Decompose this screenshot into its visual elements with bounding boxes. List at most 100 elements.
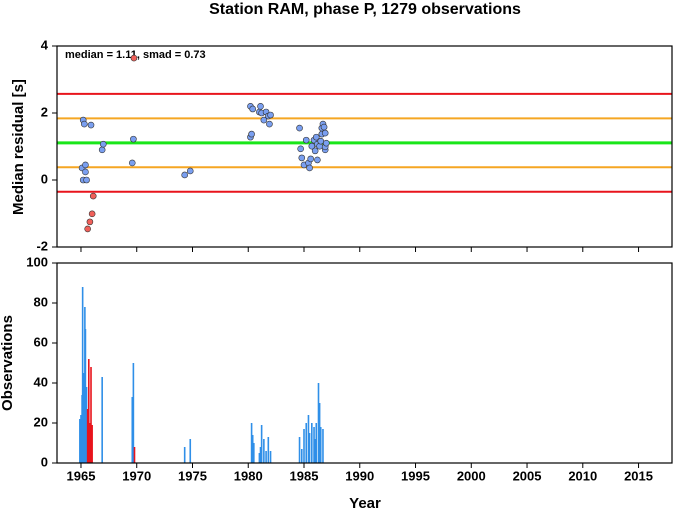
bar bbox=[91, 425, 93, 463]
point bbox=[86, 218, 94, 226]
point bbox=[82, 161, 89, 169]
point bbox=[317, 137, 325, 145]
bar bbox=[89, 423, 91, 463]
y-axis-label: Median residual [s] bbox=[10, 79, 27, 215]
x-tick-label: 1990 bbox=[345, 468, 374, 483]
bar bbox=[315, 423, 318, 463]
point bbox=[99, 140, 107, 148]
bar bbox=[269, 451, 272, 463]
bar bbox=[259, 447, 262, 463]
y-tick-label: 80 bbox=[34, 294, 48, 309]
bar bbox=[101, 377, 103, 463]
point bbox=[260, 116, 268, 124]
y-tick-label: 40 bbox=[34, 374, 48, 389]
point bbox=[128, 159, 136, 167]
bar bbox=[314, 439, 316, 463]
bar bbox=[258, 453, 261, 463]
bar bbox=[81, 287, 84, 463]
x-tick-label: 1980 bbox=[234, 468, 263, 483]
x-tick-label: 1985 bbox=[290, 468, 319, 483]
bar bbox=[298, 437, 301, 463]
bar bbox=[300, 449, 303, 463]
bar bbox=[305, 423, 308, 463]
bar bbox=[251, 435, 254, 463]
bar bbox=[307, 415, 310, 463]
point bbox=[88, 210, 96, 218]
bar bbox=[313, 427, 315, 463]
bar bbox=[90, 367, 92, 463]
point bbox=[312, 133, 320, 141]
x-tick-label: 1975 bbox=[178, 468, 207, 483]
chart-title: Station RAM, phase P, 1279 observations bbox=[209, 1, 521, 18]
y-tick-label: 20 bbox=[34, 414, 48, 429]
bar bbox=[263, 439, 265, 463]
point bbox=[84, 225, 91, 233]
point bbox=[266, 120, 273, 128]
bar bbox=[303, 429, 305, 463]
point bbox=[321, 129, 329, 137]
bar bbox=[80, 415, 82, 463]
x-tick-label: 1995 bbox=[401, 468, 430, 483]
y-tick-label: -2 bbox=[36, 238, 48, 253]
bar bbox=[260, 425, 263, 463]
point bbox=[307, 155, 314, 163]
y-tick-label: 4 bbox=[41, 37, 49, 52]
bar bbox=[267, 437, 270, 463]
bar bbox=[85, 387, 88, 463]
bar bbox=[265, 451, 267, 463]
point bbox=[297, 145, 304, 153]
x-tick-label: 1965 bbox=[67, 468, 96, 483]
point bbox=[82, 168, 89, 176]
point bbox=[314, 156, 321, 164]
bar bbox=[87, 359, 90, 463]
bar bbox=[318, 403, 321, 463]
bar bbox=[311, 423, 313, 463]
y-tick-label: 100 bbox=[26, 254, 48, 269]
bar bbox=[250, 423, 253, 463]
bar bbox=[131, 397, 134, 463]
point bbox=[249, 105, 257, 113]
bar bbox=[319, 427, 322, 463]
point bbox=[296, 124, 303, 132]
x-tick-label: 2010 bbox=[568, 468, 597, 483]
bar bbox=[133, 447, 136, 463]
point bbox=[257, 103, 264, 110]
bar bbox=[84, 329, 87, 463]
point bbox=[302, 136, 310, 144]
bar bbox=[322, 429, 324, 463]
point bbox=[89, 192, 97, 200]
bar bbox=[253, 443, 255, 463]
point bbox=[87, 121, 95, 129]
x-tick-label: 2005 bbox=[513, 468, 542, 483]
point bbox=[311, 147, 319, 155]
point bbox=[248, 130, 255, 138]
x-tick-label: 2015 bbox=[624, 468, 653, 483]
point bbox=[130, 135, 137, 143]
bar bbox=[189, 439, 192, 463]
y-tick-label: 60 bbox=[34, 334, 48, 349]
x-tick-label: 2000 bbox=[457, 468, 486, 483]
y-tick-label: 0 bbox=[41, 454, 48, 469]
x-axis-label: Year bbox=[349, 495, 381, 511]
point bbox=[323, 139, 330, 147]
point bbox=[98, 146, 106, 154]
point bbox=[81, 120, 88, 128]
point bbox=[320, 123, 328, 131]
bar bbox=[86, 409, 89, 463]
annotation: median = 1.11, smad = 0.73 bbox=[65, 49, 206, 61]
bar bbox=[183, 447, 186, 463]
point bbox=[267, 111, 274, 119]
point bbox=[181, 171, 188, 179]
point bbox=[186, 167, 194, 175]
y-tick-label: 2 bbox=[41, 104, 48, 119]
x-tick-label: 1970 bbox=[122, 468, 151, 483]
bar bbox=[132, 363, 135, 463]
bar bbox=[317, 383, 320, 463]
plot-frame bbox=[56, 45, 673, 248]
bar bbox=[79, 419, 81, 463]
y-axis-label: Observations bbox=[0, 315, 16, 411]
bar bbox=[308, 433, 311, 463]
point bbox=[298, 154, 306, 162]
plot-frame bbox=[56, 262, 673, 464]
